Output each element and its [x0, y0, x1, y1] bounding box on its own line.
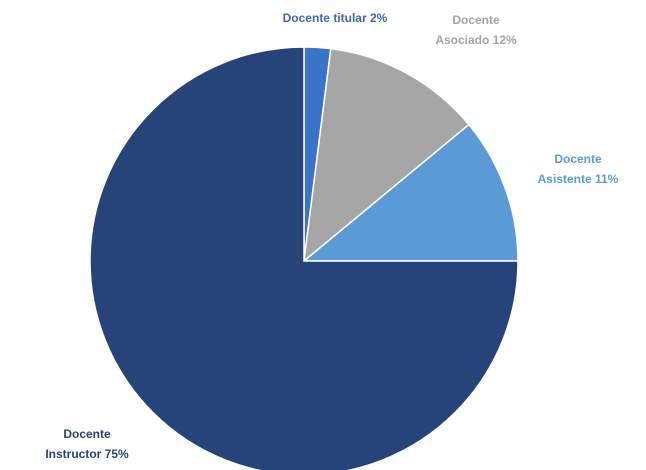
slice-label-2-line-0: Docente: [554, 152, 602, 166]
slice-label-3: Docente Instructor 75%: [45, 427, 129, 461]
slice-label-2: Docente Asistente 11%: [538, 152, 619, 186]
slice-label-3-line-1: Instructor 75%: [45, 447, 129, 461]
pie-slices: [89, 46, 519, 470]
pie-slice-2: [301, 123, 519, 262]
slice-label-1-line-0: Docente: [452, 13, 500, 27]
pie-slice-1: [303, 47, 470, 263]
pie-labels: Docente titular 2% Docente Asociado 12%Doc…: [45, 11, 618, 461]
slice-label-2-line-1: Asistente 11%: [538, 172, 619, 186]
slice-label-1-line-1: Asociado 12%: [435, 33, 517, 47]
slice-label-1: Docente Asociado 12%: [435, 13, 517, 47]
pie-slice-3: [89, 46, 519, 470]
slice-label-3-line-0: Docente: [63, 427, 111, 441]
slice-label-0-line-0: Docente titular 2%: [283, 11, 388, 25]
slice-label-0: Docente titular 2%: [283, 11, 388, 25]
